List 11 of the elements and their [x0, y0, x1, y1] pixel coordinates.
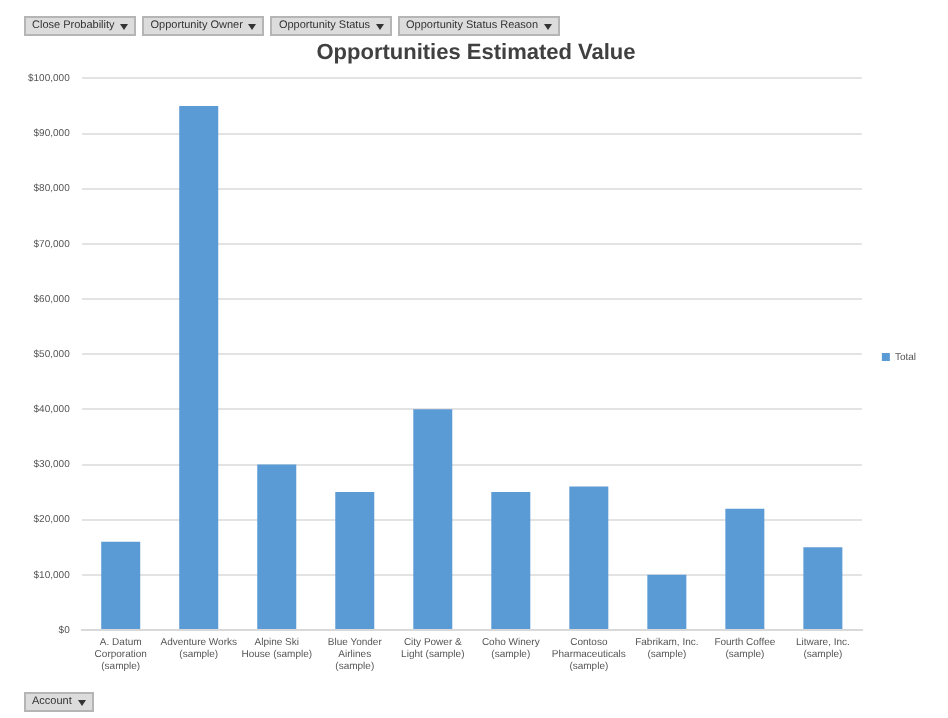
- bar: [257, 464, 297, 629]
- bar: [335, 492, 375, 629]
- bar: [413, 409, 453, 629]
- bar: [647, 574, 687, 629]
- bar: [101, 541, 141, 629]
- bar: [569, 486, 609, 629]
- bar: [491, 492, 531, 629]
- bar: [803, 547, 843, 629]
- chart-title: Opportunities Estimated Value: [316, 41, 636, 66]
- bar: [179, 105, 219, 629]
- bar: [725, 508, 765, 629]
